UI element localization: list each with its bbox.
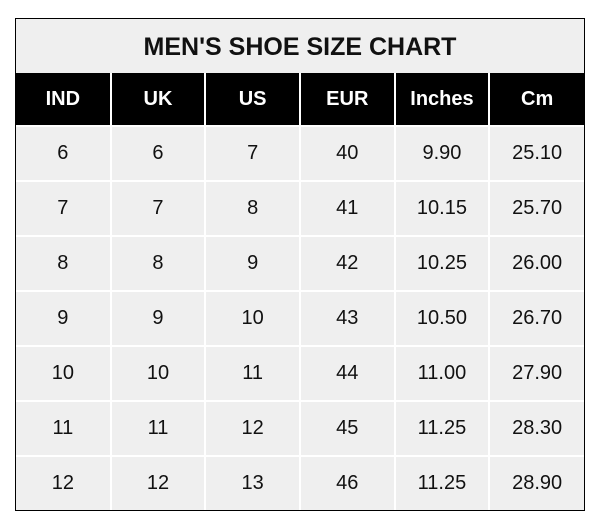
cell-ind: 6 bbox=[16, 125, 112, 182]
cell-cm: 26.00 bbox=[488, 235, 584, 292]
cell-eur: 43 bbox=[298, 290, 396, 347]
cell-us: 9 bbox=[204, 235, 301, 292]
cell-us: 11 bbox=[204, 345, 301, 402]
cell-eur: 46 bbox=[298, 455, 396, 510]
cell-ind: 9 bbox=[16, 290, 112, 347]
cell-uk: 10 bbox=[109, 345, 207, 402]
size-table: IND UK US EUR Inches Cm 6 6 7 40 9.90 25.10 7 7 8 41 10… bbox=[16, 73, 584, 510]
cell-inches: 10.15 bbox=[393, 180, 491, 237]
cell-eur: 44 bbox=[298, 345, 396, 402]
cell-eur: 40 bbox=[298, 125, 396, 182]
cell-us: 8 bbox=[204, 180, 301, 237]
cell-us: 13 bbox=[204, 455, 301, 510]
cell-inches: 10.25 bbox=[393, 235, 491, 292]
cell-cm: 28.90 bbox=[488, 455, 584, 510]
cell-ind: 12 bbox=[16, 455, 112, 510]
cell-eur: 41 bbox=[298, 180, 396, 237]
cell-cm: 28.30 bbox=[488, 400, 584, 457]
cell-eur: 45 bbox=[298, 400, 396, 457]
cell-inches: 10.50 bbox=[393, 290, 491, 347]
cell-uk: 11 bbox=[109, 400, 207, 457]
cell-cm: 25.10 bbox=[488, 125, 584, 182]
table-row: 8 8 9 42 10.25 26.00 bbox=[16, 235, 584, 292]
cell-uk: 6 bbox=[109, 125, 207, 182]
table-row: 10 10 11 44 11.00 27.90 bbox=[16, 345, 584, 402]
cell-inches: 9.90 bbox=[393, 125, 491, 182]
cell-inches: 11.25 bbox=[393, 400, 491, 457]
header-row: IND UK US EUR Inches Cm bbox=[16, 73, 584, 126]
cell-cm: 25.70 bbox=[488, 180, 584, 237]
column-header-inches: Inches bbox=[393, 73, 491, 126]
cell-eur: 42 bbox=[298, 235, 396, 292]
cell-uk: 8 bbox=[109, 235, 207, 292]
chart-title: MEN'S SHOE SIZE CHART bbox=[16, 19, 584, 73]
table-row: 11 11 12 45 11.25 28.30 bbox=[16, 400, 584, 457]
column-header-ind: IND bbox=[16, 73, 112, 126]
cell-ind: 11 bbox=[16, 400, 112, 457]
table-row: 12 12 13 46 11.25 28.90 bbox=[16, 455, 584, 510]
cell-uk: 12 bbox=[109, 455, 207, 510]
cell-ind: 10 bbox=[16, 345, 112, 402]
cell-ind: 7 bbox=[16, 180, 112, 237]
cell-cm: 27.90 bbox=[488, 345, 584, 402]
table-row: 7 7 8 41 10.15 25.70 bbox=[16, 180, 584, 237]
cell-uk: 7 bbox=[109, 180, 207, 237]
cell-us: 10 bbox=[204, 290, 301, 347]
cell-ind: 8 bbox=[16, 235, 112, 292]
cell-inches: 11.00 bbox=[393, 345, 491, 402]
table-row: 6 6 7 40 9.90 25.10 bbox=[16, 125, 584, 182]
cell-us: 7 bbox=[204, 125, 301, 182]
column-header-us: US bbox=[204, 73, 301, 126]
cell-inches: 11.25 bbox=[393, 455, 491, 510]
cell-us: 12 bbox=[204, 400, 301, 457]
size-chart: MEN'S SHOE SIZE CHART IND UK US EUR Inches Cm… bbox=[15, 18, 585, 511]
column-header-uk: UK bbox=[109, 73, 207, 126]
column-header-eur: EUR bbox=[298, 73, 396, 126]
table-row: 9 9 10 43 10.50 26.70 bbox=[16, 290, 584, 347]
column-header-cm: Cm bbox=[488, 73, 584, 126]
cell-cm: 26.70 bbox=[488, 290, 584, 347]
cell-uk: 9 bbox=[109, 290, 207, 347]
